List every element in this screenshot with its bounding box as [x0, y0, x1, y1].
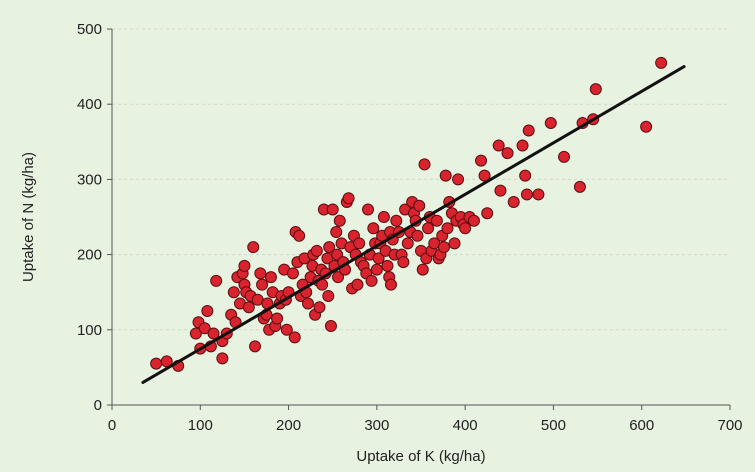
data-point — [519, 169, 532, 182]
x-tick-label: 200 — [276, 417, 301, 434]
grid-lines — [112, 28, 730, 331]
data-point — [516, 139, 529, 152]
data-point — [271, 312, 284, 325]
data-point — [558, 150, 571, 163]
data-point — [640, 120, 653, 133]
data-point — [326, 203, 339, 216]
data-point — [351, 278, 364, 291]
y-axis-title: Uptake of N (kg/ha) — [20, 152, 37, 282]
data-point — [520, 188, 533, 201]
y-tick-label: 500 — [77, 21, 102, 38]
data-point — [507, 195, 520, 208]
data-point — [210, 274, 223, 287]
data-point — [494, 184, 507, 197]
data-point — [332, 271, 345, 284]
data-point — [342, 192, 355, 205]
data-point — [256, 278, 269, 291]
data-point — [384, 278, 397, 291]
x-tick-label: 700 — [717, 417, 742, 434]
data-point — [367, 222, 380, 235]
data-point — [207, 327, 220, 340]
data-point — [189, 327, 202, 340]
data-point — [238, 259, 251, 272]
data-point — [365, 274, 378, 287]
data-point — [313, 301, 326, 314]
data-point — [333, 214, 346, 227]
data-point — [310, 244, 323, 257]
data-point — [216, 352, 229, 365]
data-point — [264, 271, 277, 284]
y-tick-label: 0 — [94, 397, 102, 414]
trend-line — [141, 65, 686, 384]
y-tick-label: 100 — [77, 322, 102, 339]
data-point — [411, 229, 424, 242]
data-point — [481, 207, 494, 220]
data-point — [544, 117, 557, 129]
data-point — [416, 263, 429, 276]
axes — [107, 28, 731, 410]
data-point — [242, 301, 255, 314]
data-point — [430, 214, 443, 227]
x-tick-label: 500 — [541, 417, 566, 434]
data-point — [467, 214, 480, 227]
data-point — [247, 241, 260, 254]
x-tick-label: 400 — [453, 417, 478, 434]
data-point — [249, 340, 262, 353]
data-point — [227, 286, 240, 299]
data-point — [324, 320, 337, 333]
y-tick-label: 400 — [77, 96, 102, 113]
y-tick-label: 300 — [77, 171, 102, 188]
data-point — [381, 259, 394, 272]
data-point — [288, 331, 301, 344]
data-point — [280, 323, 293, 336]
data-point — [532, 188, 545, 201]
data-point — [390, 214, 403, 227]
data-point — [441, 222, 454, 235]
data-point — [293, 229, 306, 242]
data-point — [475, 154, 488, 167]
data-point — [589, 83, 602, 96]
data-point — [459, 222, 472, 235]
data-point — [323, 241, 336, 254]
data-point — [437, 241, 450, 254]
data-point — [492, 139, 505, 152]
data-point — [301, 297, 314, 310]
data-point — [439, 169, 452, 182]
data-point — [353, 237, 366, 250]
data-point — [201, 305, 214, 317]
data-point — [478, 169, 491, 182]
x-tick-label: 300 — [364, 417, 389, 434]
data-point — [452, 173, 465, 186]
data-point — [397, 256, 410, 269]
data-point — [286, 267, 299, 280]
data-point — [422, 222, 435, 235]
data-point — [362, 203, 375, 216]
data-point — [254, 267, 267, 280]
data-point — [150, 357, 163, 370]
data-point — [522, 124, 535, 137]
data-point — [418, 158, 431, 171]
x-tick-label: 0 — [108, 417, 116, 434]
y-tick-label: 200 — [77, 247, 102, 264]
data-point — [198, 322, 211, 335]
data-point — [372, 252, 385, 265]
data-point — [655, 56, 668, 69]
x-axis-title: Uptake of K (kg/ha) — [356, 448, 485, 465]
data-point — [377, 211, 390, 223]
data-point — [573, 180, 586, 193]
trend-line-group — [141, 65, 686, 384]
x-tick-label: 100 — [188, 417, 213, 434]
x-tick-label: 600 — [629, 417, 654, 434]
data-point — [330, 226, 343, 239]
data-point — [501, 147, 514, 160]
data-point — [401, 237, 414, 250]
tick-labels: 0 100 200 300 400 500 0 100 200 300 400 500 600 700 — [77, 21, 743, 434]
data-point — [322, 289, 335, 302]
data-point — [370, 263, 383, 276]
data-point — [413, 199, 426, 212]
data-point — [448, 237, 461, 250]
